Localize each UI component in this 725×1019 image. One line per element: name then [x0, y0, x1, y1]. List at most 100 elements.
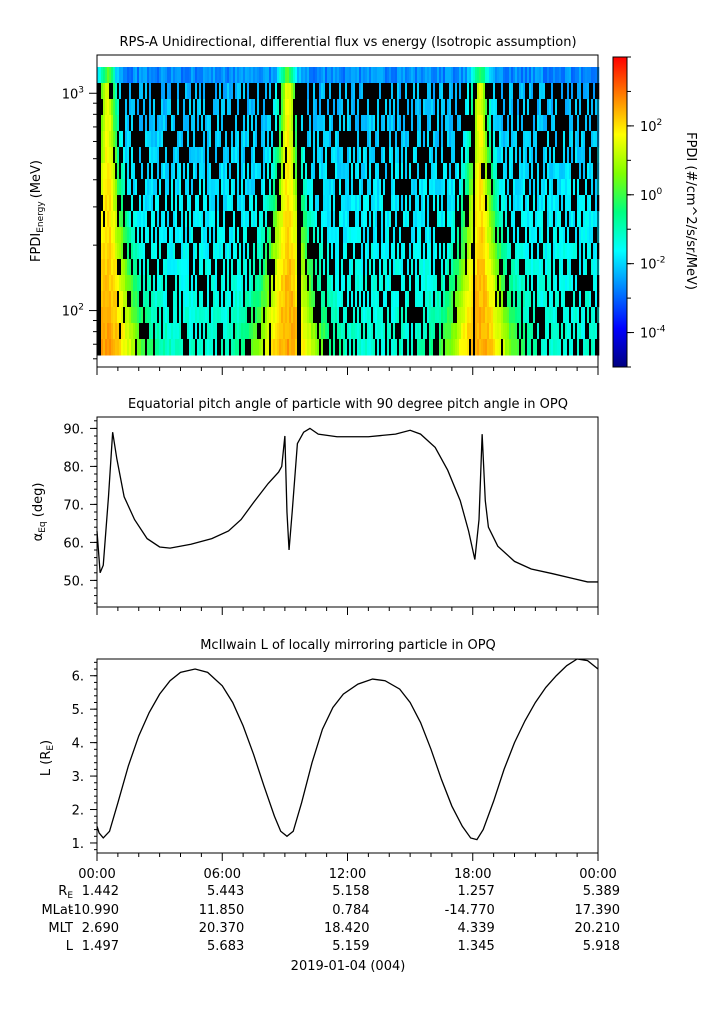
spectrogram-cell: [529, 259, 532, 276]
spectrogram-cell: [371, 83, 374, 100]
ephemeris-label: RE: [58, 884, 73, 901]
spectrogram-cell: [373, 275, 376, 292]
spectrogram-cell: [505, 115, 508, 132]
spectrogram-cell: [559, 131, 562, 148]
spectrogram-cell: [245, 211, 248, 228]
spectrogram-cell: [135, 67, 138, 84]
spectrogram-cell: [425, 99, 428, 116]
spectrogram-cell: [111, 99, 114, 116]
spectrogram-cell: [349, 291, 352, 308]
spectrogram-cell: [275, 131, 278, 148]
spectrogram-cell: [393, 227, 396, 244]
spectrogram-cell: [167, 227, 170, 244]
spectrogram-cell: [127, 291, 130, 308]
spectrogram-cell: [147, 339, 150, 356]
spectrogram-cell: [469, 227, 472, 244]
spectrogram-cell: [517, 179, 520, 196]
spectrogram-cell: [159, 147, 162, 164]
spectrogram-cell: [341, 259, 344, 276]
spectrogram-cell: [493, 83, 496, 100]
spectrogram-cell: [503, 195, 506, 212]
spectrogram-cell: [111, 67, 114, 84]
spectrogram-cell: [493, 99, 496, 116]
spectrogram-cell: [149, 83, 152, 100]
spectrogram-cell: [223, 307, 226, 324]
spectrogram-cell: [587, 211, 590, 228]
spectrogram-cell: [111, 131, 114, 148]
spectrogram-cell: [565, 67, 568, 84]
spectrogram-cell: [361, 179, 364, 196]
spectrogram-cell: [405, 163, 408, 180]
spectrogram-cell: [541, 131, 544, 148]
spectrogram-cell: [329, 339, 332, 356]
spectrogram-cell: [315, 291, 318, 308]
spectrogram-cell: [233, 323, 236, 340]
spectrogram-cell: [591, 67, 594, 84]
spectrogram-cell: [499, 115, 502, 132]
spectrogram-cell: [323, 291, 326, 308]
spectrogram-cell: [439, 211, 442, 228]
spectrogram-cell: [113, 307, 116, 324]
spectrogram-cell: [405, 131, 408, 148]
spectrogram-cell: [167, 211, 170, 228]
spectrogram-cell: [409, 99, 412, 116]
spectrogram-cell: [463, 259, 466, 276]
spectrogram-cell: [429, 115, 432, 132]
spectrogram-cell: [409, 211, 412, 228]
spectrogram-cell: [553, 291, 556, 308]
spectrogram-cell: [203, 163, 206, 180]
spectrogram-cell: [335, 195, 338, 212]
spectrogram-cell: [155, 211, 158, 228]
spectrogram-cell: [531, 163, 534, 180]
spectrogram-cell: [211, 339, 214, 356]
spectrogram-cell: [181, 179, 184, 196]
spectrogram-cell: [379, 275, 382, 292]
spectrogram-cell: [231, 227, 234, 244]
spectrogram-cell: [589, 163, 592, 180]
spectrogram-cell: [525, 259, 528, 276]
spectrogram-cell: [123, 67, 126, 84]
spectrogram-cell: [463, 227, 466, 244]
spectrogram-cell: [365, 339, 368, 356]
spectrogram-cell: [159, 67, 162, 84]
spectrogram-cell: [145, 195, 148, 212]
spectrogram-cell: [467, 131, 470, 148]
spectrogram-cell: [533, 83, 536, 100]
spectrogram-cell: [119, 227, 122, 244]
spectrogram-cell: [483, 259, 486, 276]
spectrogram-cell: [209, 163, 212, 180]
spectrogram-cell: [567, 179, 570, 196]
spectrogram-cell: [413, 195, 416, 212]
spectrogram-cell: [383, 131, 386, 148]
spectrogram-cell: [433, 227, 436, 244]
spectrogram-cell: [367, 291, 370, 308]
spectrogram-cell: [579, 83, 582, 100]
spectrogram-cell: [523, 275, 526, 292]
spectrogram-cell: [261, 99, 264, 116]
spectrogram-cell: [205, 115, 208, 132]
spectrogram-cells: [97, 67, 600, 356]
spectrogram-cell: [241, 227, 244, 244]
spectrogram-cell: [239, 131, 242, 148]
spectrogram-cell: [283, 211, 286, 228]
spectrogram-cell: [189, 323, 192, 340]
spectrogram-cell: [187, 163, 190, 180]
spectrogram-cell: [583, 291, 586, 308]
spectrogram-cell: [337, 147, 340, 164]
spectrogram-cell: [457, 147, 460, 164]
spectrogram-cell: [575, 83, 578, 100]
spectrogram-cell: [497, 339, 500, 356]
spectrogram-cell: [547, 147, 550, 164]
spectrogram-cell: [531, 259, 534, 276]
spectrogram-cell: [253, 99, 256, 116]
spectrogram-cell: [141, 323, 144, 340]
spectrogram-cell: [163, 67, 166, 84]
spectrogram-cell: [579, 163, 582, 180]
spectrogram-cell: [593, 323, 596, 340]
spectrogram-cell: [327, 147, 330, 164]
spectrogram-cell: [195, 339, 198, 356]
spectrogram-cell: [229, 291, 232, 308]
spectrogram-cell: [99, 275, 102, 292]
spectrogram-cell: [141, 179, 144, 196]
spectrogram-cell: [159, 83, 162, 100]
